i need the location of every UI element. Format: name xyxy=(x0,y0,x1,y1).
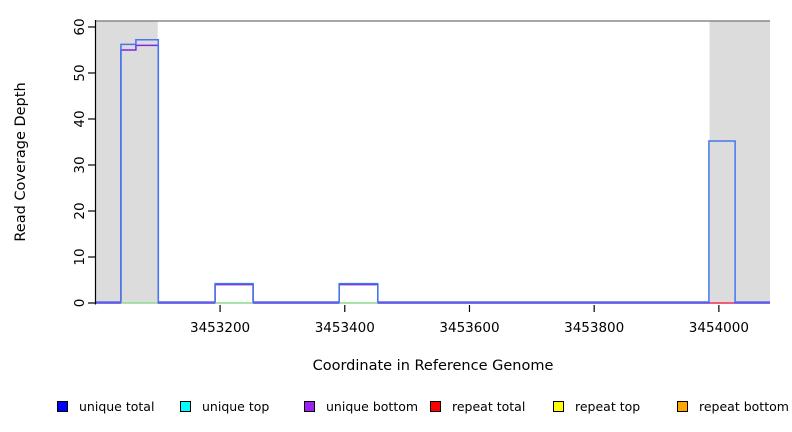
legend-item: repeat top xyxy=(553,398,640,414)
series-unique-bottom xyxy=(96,44,770,304)
y-tick-label: 50 xyxy=(72,64,88,81)
legend-item: repeat bottom xyxy=(677,398,789,414)
x-tick-label: 3453600 xyxy=(439,320,499,336)
legend-item-label: repeat top xyxy=(575,398,641,414)
legend-swatch-icon xyxy=(57,400,68,412)
legend-swatch-icon xyxy=(553,400,564,412)
legend-swatch-icon xyxy=(430,400,441,412)
y-tick-label: 10 xyxy=(72,248,88,265)
legend-item-label: repeat total xyxy=(452,398,526,414)
legend-swatch-icon xyxy=(304,400,315,412)
x-tick-label: 3453800 xyxy=(564,320,624,336)
legend-item: unique top xyxy=(180,398,269,414)
y-tick-label: 30 xyxy=(72,156,88,173)
x-tick-label: 3453200 xyxy=(190,320,250,336)
legend-item: unique bottom xyxy=(304,398,418,414)
y-tick-label: 60 xyxy=(72,18,88,35)
legend-item-label: unique bottom xyxy=(326,398,419,414)
x-tick-label: 3454000 xyxy=(689,320,749,336)
series-unique-total xyxy=(96,39,770,303)
legend-swatch-icon xyxy=(677,400,688,412)
legend-item: unique total xyxy=(57,398,154,414)
shaded-region xyxy=(709,21,770,303)
legend-swatch-icon xyxy=(180,400,191,412)
y-tick-label: 40 xyxy=(72,110,88,127)
legend: unique total unique top unique bottom re… xyxy=(0,398,792,420)
y-tick-label: 20 xyxy=(72,202,88,219)
legend-item-label: repeat bottom xyxy=(699,398,789,414)
y-tick-label: 0 xyxy=(72,299,88,308)
y-axis-label: Read Coverage Depth xyxy=(13,82,29,242)
x-tick-label: 3453400 xyxy=(315,320,375,336)
legend-item-label: unique total xyxy=(79,398,155,414)
x-axis-label: Coordinate in Reference Genome xyxy=(312,358,554,374)
shaded-region xyxy=(96,21,158,303)
legend-item-label: unique top xyxy=(202,398,270,414)
legend-item: repeat total xyxy=(430,398,525,414)
